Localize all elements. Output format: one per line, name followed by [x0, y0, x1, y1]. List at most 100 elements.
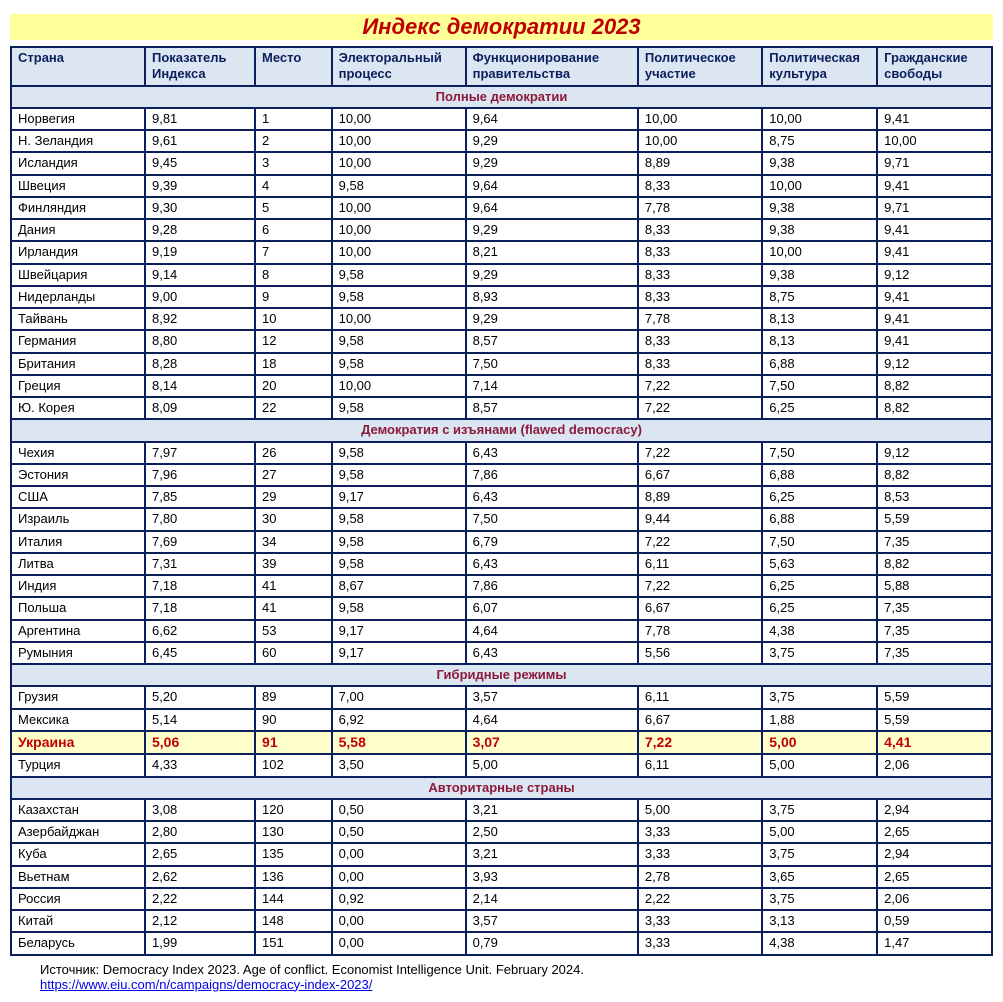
- table-cell: 8,89: [638, 152, 762, 174]
- table-cell: 9,28: [145, 219, 255, 241]
- table-row: Казахстан3,081200,503,215,003,752,94: [11, 799, 992, 821]
- table-row: Литва7,31399,586,436,115,638,82: [11, 553, 992, 575]
- table-row: Ирландия9,19710,008,218,3310,009,41: [11, 241, 992, 263]
- table-cell: 7,18: [145, 575, 255, 597]
- table-cell: 7,35: [877, 597, 992, 619]
- table-cell: Румыния: [11, 642, 145, 664]
- table-cell: 3,33: [638, 932, 762, 954]
- table-cell: Эстония: [11, 464, 145, 486]
- table-cell: 5,00: [638, 799, 762, 821]
- table-cell: 6,11: [638, 553, 762, 575]
- table-row: Мексика5,14906,924,646,671,885,59: [11, 709, 992, 731]
- table-row: Аргентина6,62539,174,647,784,387,35: [11, 620, 992, 642]
- table-cell: 3,75: [762, 686, 877, 708]
- table-cell: 9,41: [877, 308, 992, 330]
- table-row: Германия8,80129,588,578,338,139,41: [11, 330, 992, 352]
- table-cell: 4,38: [762, 620, 877, 642]
- table-cell: 135: [255, 843, 332, 865]
- table-row: Азербайджан2,801300,502,503,335,002,65: [11, 821, 992, 843]
- table-cell: 8,33: [638, 264, 762, 286]
- table-cell: 0,00: [332, 843, 466, 865]
- table-cell: 7,22: [638, 731, 762, 755]
- footer-source-link[interactable]: https://www.eiu.com/n/campaigns/democrac…: [40, 977, 372, 992]
- table-cell: 10,00: [332, 308, 466, 330]
- table-cell: 8,33: [638, 241, 762, 263]
- table-cell: 8,09: [145, 397, 255, 419]
- table-cell: 41: [255, 575, 332, 597]
- table-cell: 20: [255, 375, 332, 397]
- table-cell: 2,80: [145, 821, 255, 843]
- table-cell: Аргентина: [11, 620, 145, 642]
- section-header-row: Авторитарные страны: [11, 777, 992, 799]
- table-cell: 9,00: [145, 286, 255, 308]
- table-cell: 7,00: [332, 686, 466, 708]
- table-row: Куба2,651350,003,213,333,752,94: [11, 843, 992, 865]
- section-header-row: Демократия с изъянами (flawed democracy): [11, 419, 992, 441]
- table-cell: 6,62: [145, 620, 255, 642]
- table-cell: 9,39: [145, 175, 255, 197]
- table-cell: 5,59: [877, 508, 992, 530]
- table-cell: 9,29: [466, 308, 638, 330]
- table-cell: 9,58: [332, 597, 466, 619]
- table-cell: 9,58: [332, 397, 466, 419]
- table-cell: 10,00: [332, 219, 466, 241]
- table-cell: 4,38: [762, 932, 877, 954]
- table-cell: Тайвань: [11, 308, 145, 330]
- table-cell: 9,17: [332, 486, 466, 508]
- table-cell: 7,80: [145, 508, 255, 530]
- table-cell: 8,33: [638, 353, 762, 375]
- table-cell: 8,80: [145, 330, 255, 352]
- table-cell: 8,33: [638, 175, 762, 197]
- table-cell: Израиль: [11, 508, 145, 530]
- table-cell: 7,22: [638, 375, 762, 397]
- table-cell: 9,12: [877, 264, 992, 286]
- table-cell: 5,00: [762, 731, 877, 755]
- table-cell: 3,75: [762, 799, 877, 821]
- table-cell: 9,41: [877, 330, 992, 352]
- column-header: Страна: [11, 47, 145, 86]
- table-cell: 7,78: [638, 197, 762, 219]
- table-cell: 1: [255, 108, 332, 130]
- table-cell: Нидерланды: [11, 286, 145, 308]
- table-cell: 9,41: [877, 219, 992, 241]
- table-cell: 26: [255, 442, 332, 464]
- section-label: Гибридные режимы: [11, 664, 992, 686]
- table-cell: 3,08: [145, 799, 255, 821]
- column-header: Гражданские свободы: [877, 47, 992, 86]
- table-cell: Мексика: [11, 709, 145, 731]
- democracy-index-table: СтранаПоказатель ИндексаМестоЭлекторальн…: [10, 46, 993, 956]
- table-row: Вьетнам2,621360,003,932,783,652,65: [11, 866, 992, 888]
- table-header-row: СтранаПоказатель ИндексаМестоЭлекторальн…: [11, 47, 992, 86]
- column-header: Место: [255, 47, 332, 86]
- table-cell: 8,67: [332, 575, 466, 597]
- table-row: Турция4,331023,505,006,115,002,06: [11, 754, 992, 776]
- table-cell: Азербайджан: [11, 821, 145, 843]
- table-cell: 5,14: [145, 709, 255, 731]
- table-cell: Британия: [11, 353, 145, 375]
- table-cell: 41: [255, 597, 332, 619]
- table-cell: 6,43: [466, 553, 638, 575]
- table-cell: 9,38: [762, 152, 877, 174]
- table-cell: 29: [255, 486, 332, 508]
- table-cell: 10,00: [638, 130, 762, 152]
- table-cell: 2,78: [638, 866, 762, 888]
- table-cell: Украина: [11, 731, 145, 755]
- table-cell: 9,41: [877, 286, 992, 308]
- table-cell: 90: [255, 709, 332, 731]
- table-cell: 9,14: [145, 264, 255, 286]
- section-label: Демократия с изъянами (flawed democracy): [11, 419, 992, 441]
- table-cell: 6,43: [466, 486, 638, 508]
- table-cell: 9,41: [877, 241, 992, 263]
- table-cell: 6,79: [466, 531, 638, 553]
- table-cell: 89: [255, 686, 332, 708]
- table-cell: 4: [255, 175, 332, 197]
- table-cell: 6,11: [638, 754, 762, 776]
- table-cell: 9,30: [145, 197, 255, 219]
- table-row: Чехия7,97269,586,437,227,509,12: [11, 442, 992, 464]
- table-cell: 6,25: [762, 575, 877, 597]
- table-cell: Норвегия: [11, 108, 145, 130]
- table-cell: Греция: [11, 375, 145, 397]
- table-cell: 9: [255, 286, 332, 308]
- table-cell: 5,59: [877, 686, 992, 708]
- table-cell: 7,50: [466, 508, 638, 530]
